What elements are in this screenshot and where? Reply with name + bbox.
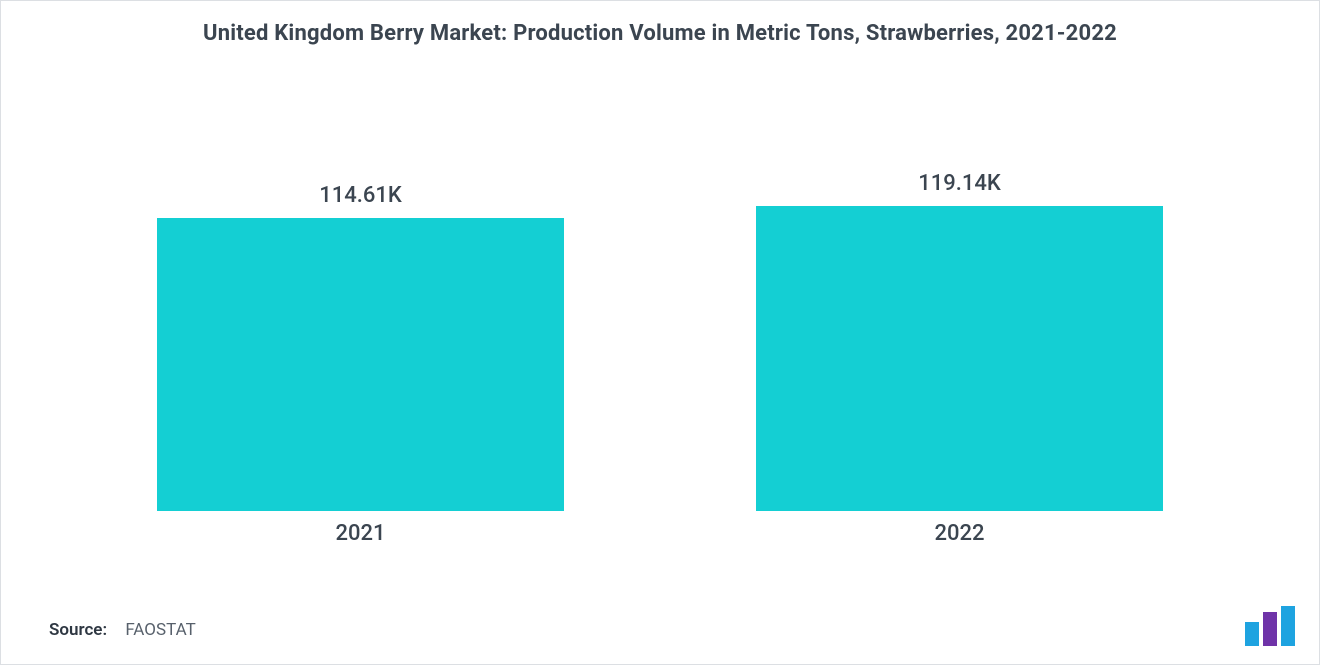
bar-group-1: 119.14K bbox=[756, 171, 1163, 511]
source-label: Source: bbox=[49, 620, 107, 640]
source-value: FAOSTAT bbox=[125, 620, 195, 640]
bar-0 bbox=[157, 218, 564, 511]
logo-bar-2 bbox=[1263, 612, 1277, 646]
bar-group-0: 114.61K bbox=[157, 183, 564, 511]
x-label-1: 2022 bbox=[934, 521, 984, 546]
plot-area: 114.61K 119.14K bbox=[61, 111, 1259, 511]
logo-bar-1 bbox=[1245, 622, 1259, 646]
logo-icon bbox=[1243, 606, 1299, 646]
logo-bar-3 bbox=[1281, 606, 1295, 646]
x-axis-labels: 2021 2022 bbox=[61, 521, 1259, 551]
x-label-0: 2021 bbox=[335, 521, 385, 546]
bar-1 bbox=[756, 206, 1163, 511]
chart-container: United Kingdom Berry Market: Production … bbox=[0, 0, 1320, 665]
brand-logo bbox=[1243, 606, 1299, 646]
source-footer: Source: FAOSTAT bbox=[49, 620, 196, 640]
bar-value-label-0: 114.61K bbox=[319, 183, 402, 208]
chart-title: United Kingdom Berry Market: Production … bbox=[1, 21, 1319, 46]
bar-value-label-1: 119.14K bbox=[918, 171, 1001, 196]
